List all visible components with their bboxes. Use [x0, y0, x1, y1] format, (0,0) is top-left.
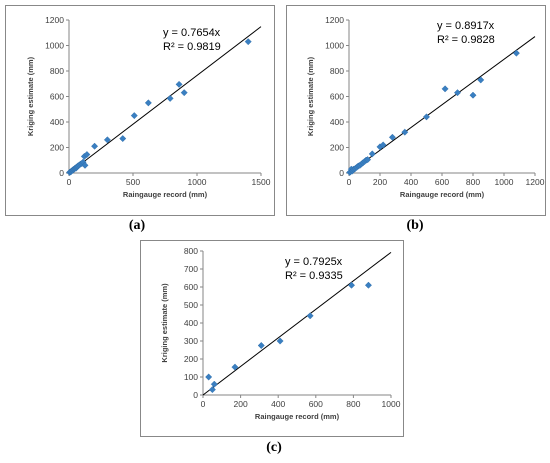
- chart-b-y-axis-label: Kriging estimate (mm): [306, 56, 315, 136]
- chart-a-data-point: [166, 94, 174, 102]
- chart-b-data-point: [401, 128, 409, 136]
- chart-b-data-point: [388, 133, 396, 141]
- chart-b-y-tick-label: 1000: [325, 41, 344, 51]
- chart-a-data-point: [130, 112, 138, 120]
- chart-a-equation: y = 0.7654x: [163, 27, 221, 39]
- chart-c-data-point: [210, 380, 218, 388]
- chart-c-x-axis-label: Raingauge record (mm): [255, 412, 340, 421]
- chart-b-x-axis-label: Raingauge record (mm): [400, 190, 485, 199]
- chart-a-trendline: [68, 26, 262, 174]
- chart-c-y-tick-label: 800: [184, 246, 198, 256]
- chart-a-x-tick-label: 1000: [188, 177, 207, 187]
- chart-a-r-squared: R² = 0.9819: [163, 41, 221, 53]
- caption-a: (a): [128, 218, 146, 233]
- chart-a-y-tick-label: 400: [50, 117, 64, 127]
- chart-c-trendline: [202, 251, 392, 396]
- chart-b-data-point: [454, 89, 461, 97]
- chart-b-r-squared: R² = 0.9828: [437, 34, 495, 46]
- chart-a-y-tick-label: 600: [50, 92, 64, 102]
- chart-c-y-tick-label: 0: [193, 390, 198, 400]
- chart-b-data-point: [423, 113, 430, 121]
- chart-a-y-tick-label: 200: [50, 143, 64, 153]
- chart-a-y-tick-label: 1000: [45, 41, 64, 51]
- chart-c-r-squared: R² = 0.9335: [285, 270, 343, 282]
- chart-a-y-tick-label: 0: [59, 168, 64, 178]
- chart-a-x-tick-label: 0: [67, 177, 72, 187]
- chart-c-x-tick-label: 1000: [382, 399, 401, 409]
- chart-c-data-point: [257, 342, 265, 349]
- chart-panel-b: 0 200 400 600 800 1000 1200 0 200 400 600 800 1000 12…: [286, 5, 546, 216]
- chart-b-data-point: [441, 85, 449, 93]
- scatter-chart-a: 0 200 400 600 800 1000 1200 0 500 1000 1500 Raingau…: [26, 15, 271, 199]
- chart-b-x-tick-label: 1000: [495, 177, 514, 187]
- chart-c-data-point: [348, 281, 356, 289]
- scatter-chart-c: 0 100 200 300 400 500 600 700 800 0 200 400 600 800 10…: [160, 246, 401, 421]
- chart-b-x-tick-label: 1200: [526, 177, 545, 187]
- chart-b-x-tick-label: 600: [435, 177, 449, 187]
- chart-a-y-tick-label: 800: [50, 66, 64, 76]
- chart-b-equation: y = 0.8917x: [437, 20, 495, 32]
- chart-c-data-point: [306, 312, 314, 320]
- chart-b-data-point: [379, 141, 387, 149]
- chart-c-y-tick-label: 500: [184, 300, 198, 310]
- chart-b-x-tick-label: 200: [373, 177, 387, 187]
- chart-a-data-point: [119, 135, 127, 143]
- chart-c-x-tick-label: 600: [309, 399, 323, 409]
- chart-c-y-tick-label: 200: [184, 354, 198, 364]
- chart-b-x-tick-label: 800: [466, 177, 480, 187]
- chart-b-y-tick-label: 200: [330, 143, 344, 153]
- chart-c-data-point: [208, 386, 216, 394]
- chart-a-x-tick-label: 500: [126, 177, 140, 187]
- chart-a-data-point: [144, 99, 152, 107]
- chart-b-x-tick-label: 0: [347, 177, 352, 187]
- chart-a-data-point: [180, 89, 188, 97]
- chart-c-x-tick-label: 200: [234, 399, 248, 409]
- chart-c-x-tick-label: 0: [201, 399, 206, 409]
- chart-c-equation: y = 0.7925x: [285, 256, 343, 268]
- chart-c-data-point: [205, 373, 213, 381]
- chart-a-data-point: [91, 142, 99, 150]
- chart-c-x-tick-label: 400: [271, 399, 285, 409]
- chart-c-data-point: [231, 363, 239, 371]
- chart-c-y-axis-label: Kriging estimate (mm): [160, 283, 169, 363]
- chart-c-y-tick-label: 700: [184, 264, 198, 274]
- chart-b-y-tick-label: 1200: [325, 15, 344, 25]
- chart-a-data-point: [83, 151, 91, 158]
- chart-b-trendline: [348, 36, 536, 174]
- chart-c-x-tick-label: 800: [346, 399, 360, 409]
- chart-b-y-tick-label: 800: [330, 66, 344, 76]
- scatter-chart-b: 0 200 400 600 800 1000 1200 0 200 400 600 800 1000 12…: [306, 15, 545, 199]
- chart-b-y-tick-label: 400: [330, 117, 344, 127]
- caption-c: (c): [266, 440, 282, 455]
- caption-b: (b): [406, 218, 424, 233]
- chart-b-y-tick-label: 0: [339, 168, 344, 178]
- chart-c-data-point: [276, 337, 284, 345]
- chart-a-x-axis-label: Raingauge record (mm): [123, 190, 208, 199]
- chart-panel-c: 0 100 200 300 400 500 600 700 800 0 200 400 600 800 10…: [140, 240, 404, 437]
- chart-c-y-tick-label: 100: [184, 372, 198, 382]
- chart-a-data-point: [81, 161, 89, 169]
- chart-a-data-point: [175, 80, 183, 88]
- chart-a-x-tick-label: 1500: [252, 177, 271, 187]
- chart-b-data-point: [364, 156, 372, 164]
- chart-a-data-point: [103, 136, 111, 144]
- chart-b-x-tick-label: 400: [404, 177, 418, 187]
- chart-a-data-point: [244, 38, 252, 46]
- chart-b-data-point: [477, 76, 485, 84]
- chart-c-y-tick-label: 300: [184, 336, 198, 346]
- chart-b-y-tick-label: 600: [330, 92, 344, 102]
- chart-b-data-point: [512, 49, 520, 57]
- chart-panel-a: 0 200 400 600 800 1000 1200 0 500 1000 1500 Raingau…: [5, 5, 275, 216]
- chart-c-data-point: [364, 281, 372, 289]
- chart-a-y-tick-label: 1200: [45, 15, 64, 25]
- chart-c-y-tick-label: 600: [184, 282, 198, 292]
- chart-b-data-point: [368, 150, 376, 158]
- chart-b-data-point: [469, 91, 477, 99]
- chart-c-y-tick-label: 400: [184, 318, 198, 328]
- chart-a-y-axis-label: Kriging estimate (mm): [26, 56, 35, 136]
